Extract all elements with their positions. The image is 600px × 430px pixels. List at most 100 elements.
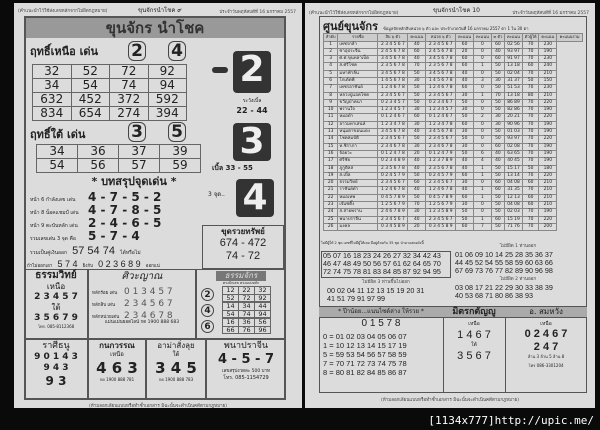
table-cell: 40: [455, 186, 474, 195]
digit-circle: 3: [128, 122, 146, 142]
table-cell: 93 97: [504, 135, 523, 144]
number-line: 01 06 09 10 14 25 28 35 36 37: [455, 250, 553, 259]
table-cell: 60: [490, 179, 506, 188]
line1: 0 2 4 6 7: [524, 328, 568, 340]
table-cell: ส.ศรีโชค: [337, 62, 379, 71]
note: เลขสรุปงวดละ 500 บาท: [221, 369, 270, 374]
table-cell: 0 4 5 7 8 9: [377, 193, 409, 203]
table-cell: 20: [322, 179, 339, 188]
table-row: 15 ท.ชิราภา 2 3 4 6 7 8 30 2 3 4 6 7 8 30 0 60 0…: [322, 142, 583, 151]
table-row: 4 ส.ศรีโชค 2 3 5 6 7 8 70 2 3 5 6 7 8 60 1 50 13…: [322, 62, 583, 71]
table-cell: มงคล: [337, 222, 379, 232]
table-cell: 40: [490, 157, 506, 166]
table-cell: 50: [490, 84, 506, 93]
table-cell: 50: [490, 62, 506, 71]
line3: ล้าน 3 ล้าน 5 ล้าน 8: [527, 354, 565, 359]
digit-circle: 2: [128, 41, 146, 61]
grid-cell: 36: [238, 318, 255, 327]
forecast-table: ลำดับ รายชื่อ สิบ ๖ ตัว คะแนน หน่วย ๖ ตัว คะแ…: [322, 33, 583, 232]
left-page: (คำแนะนำไว้ใช้ส่งเลขหลักจากไม่ผิดกฎหมาย)…: [14, 3, 302, 409]
som-title: อ. สมหวัง: [529, 307, 563, 316]
line-value: 4 - 7 - 5 - 2: [88, 190, 162, 204]
table-cell: 0: [472, 142, 492, 151]
table-cell: 70: [521, 106, 540, 115]
table-cell: 50: [521, 164, 540, 173]
table-cell: 40: [455, 164, 474, 173]
phone: กด 1900 888 781: [99, 377, 135, 382]
pa-rows: 0 = 01 02 03 04 05 06 07 1 = 10 12 13 14 …: [323, 332, 407, 377]
grid-cell: 34: [36, 144, 78, 159]
table-cell: 01 03: [504, 128, 523, 137]
siwa-row: หลักสิบ เด่น 2 3 4 5 6 7: [92, 295, 195, 309]
none-list: 05 07 16 18 23 24 26 27 32 34 42 43 46 47…: [321, 251, 451, 278]
summary-title: * บทสรุปจุดเด่น *: [91, 175, 177, 188]
table-cell: 7: [472, 222, 492, 232]
table-row: 23 เจ๊แซ่ติ๊ง 1 2 5 6 7 9 70 1 2 5 6 7 9 30 0 5…: [322, 201, 583, 210]
table-cell: 2 3 4 5 6 7: [425, 215, 457, 224]
table-cell: 60: [455, 171, 474, 181]
siwa-row: หลักร้อย เด่น 0 1 3 4 5 7: [92, 283, 195, 297]
table-cell: 2: [472, 113, 492, 122]
table-cell: 13: [322, 128, 339, 137]
grid-cell: 66: [222, 325, 239, 334]
grid-cell: 72: [238, 293, 255, 302]
grid-row: 34 36 37 39: [36, 144, 201, 159]
table-cell: 60: [455, 40, 474, 49]
row-label: หลักสิบ เด่น: [92, 303, 116, 308]
north-warn: ระวังเบิ้ล: [242, 98, 262, 104]
grid-cell: 56: [254, 318, 271, 327]
table-cell: 2: [322, 47, 339, 57]
else-digits: 5 7 4: [57, 259, 78, 269]
grid-cell: 22: [238, 286, 255, 295]
table-cell: 3 4 5 6 7 8: [377, 55, 409, 64]
table-cell: 40: [407, 157, 427, 166]
grid-cell: 834: [32, 106, 72, 121]
table-cell: 63 65: [504, 149, 523, 159]
table-cell: 18: [322, 164, 339, 173]
table-cell: 17: [322, 157, 339, 166]
table-cell: 3: [322, 55, 339, 64]
table-cell: 13 18: [504, 91, 523, 100]
south-grid: 34 36 37 39 54 56 57 59: [36, 144, 201, 173]
else-with: 0 2 3 6 8 9: [98, 259, 141, 269]
table-cell: 60: [455, 222, 474, 232]
table-cell: 50: [455, 113, 474, 122]
north-value: 2 3 4 5 7: [34, 292, 78, 302]
pa-values: 70 71 72 73 74 75 78: [335, 359, 407, 368]
table-cell: 50: [407, 193, 427, 203]
grid-cell: 14: [222, 302, 239, 311]
column-header: คะแนน: [472, 33, 492, 42]
table-cell: 02 04: [504, 69, 523, 79]
double-label: เบิ้ล: [212, 164, 224, 172]
phone: แม่นแม่นยอดไลน์ กด 1900 888 683: [104, 320, 180, 325]
page-title: ขุนจักรนำโชค 10: [433, 7, 480, 14]
table-cell: 30: [407, 208, 427, 217]
table-cell: 60: [455, 55, 474, 64]
table-cell: 30: [490, 113, 506, 122]
north-double: 22 - 44: [236, 106, 268, 115]
else-mid: ยิงกับ: [82, 264, 94, 269]
grid-cell: 74: [109, 78, 149, 93]
table-cell: 0 2 3 4 8 9: [377, 157, 409, 166]
pointing-hand-icon: [212, 67, 228, 73]
table-cell: 70: [521, 113, 540, 122]
pa-key: 7 =: [323, 359, 336, 368]
grid-row: 12 22 32: [222, 286, 271, 295]
table-row: 24 ส.สายพราน 2 4 6 7 8 9 30 1 2 3 5 8 9 50 0 50…: [322, 208, 583, 217]
table-cell: 70: [490, 91, 506, 100]
table-cell: 60: [490, 40, 506, 49]
grid-row: 34 54 74 94: [32, 78, 187, 93]
siwa-row: หลักหน่วยเด่น 2 3 4 6 7 8: [92, 307, 195, 321]
table-cell: ศรีชัย: [337, 157, 379, 166]
grid-cell: 37: [118, 144, 160, 159]
table-cell: 70: [521, 69, 540, 79]
table-cell: 0: [472, 128, 492, 137]
south-value: 3 5 6 7: [457, 350, 491, 362]
table-cell: 0: [472, 120, 492, 130]
table-cell: 230: [538, 40, 558, 49]
table-cell: 0 3 4 5 8 9: [377, 222, 409, 232]
pa-key: 0 =: [323, 332, 336, 341]
line-label: หน้า 9 ตะบันหลัก เด่น: [30, 223, 78, 229]
table-cell: 1 2 4 6 7 8: [425, 84, 457, 93]
table-cell: 230: [538, 84, 558, 93]
